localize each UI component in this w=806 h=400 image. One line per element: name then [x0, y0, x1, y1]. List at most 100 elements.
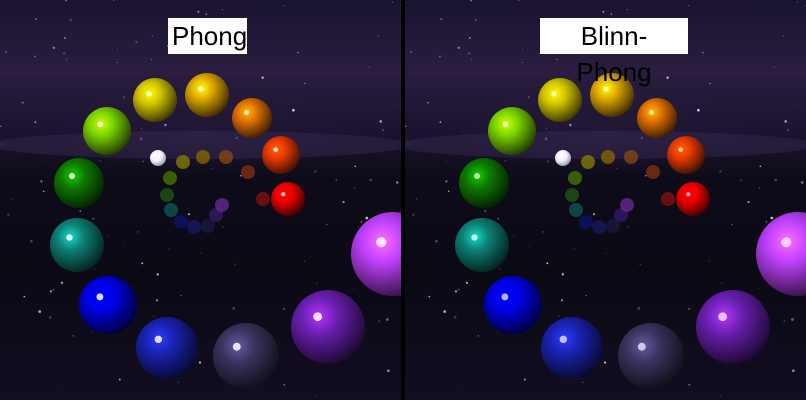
blue-sphere	[79, 276, 137, 334]
star	[139, 137, 143, 141]
star	[457, 288, 460, 291]
star	[66, 58, 68, 60]
star	[151, 58, 153, 61]
star	[546, 160, 550, 163]
star	[91, 331, 93, 333]
star	[477, 335, 480, 337]
green-sphere	[459, 158, 509, 208]
star	[426, 101, 429, 104]
star	[368, 66, 370, 68]
star	[164, 123, 167, 127]
white-light-sphere	[555, 150, 571, 166]
dark-blue-specular-highlight	[154, 335, 163, 344]
star	[198, 361, 202, 364]
star	[763, 227, 764, 228]
star	[800, 181, 804, 184]
star	[435, 239, 438, 243]
small-sphere	[569, 203, 583, 217]
star	[72, 335, 75, 337]
small-sphere	[241, 165, 255, 179]
star	[446, 161, 448, 163]
star	[585, 294, 587, 297]
star	[688, 4, 690, 6]
star	[7, 213, 10, 217]
star	[468, 52, 471, 55]
star	[350, 66, 351, 68]
small-sphere	[565, 188, 579, 202]
star	[153, 315, 155, 317]
star	[69, 18, 73, 22]
star	[561, 273, 564, 276]
star	[232, 307, 236, 310]
teal-sphere	[50, 218, 104, 272]
star	[123, 96, 125, 98]
star	[637, 307, 641, 310]
star	[799, 105, 800, 107]
star	[639, 263, 642, 266]
star	[63, 36, 66, 39]
star	[187, 213, 191, 216]
phong-scene	[0, 0, 401, 397]
star	[342, 200, 345, 204]
lime-sphere	[488, 107, 536, 155]
star	[627, 226, 629, 228]
star	[463, 131, 465, 133]
star	[141, 262, 144, 265]
star	[616, 168, 618, 170]
star	[405, 125, 407, 127]
star	[151, 35, 154, 38]
star	[283, 4, 285, 6]
star	[463, 388, 464, 390]
star	[65, 0, 67, 2]
star	[52, 46, 56, 50]
star	[758, 187, 761, 189]
star	[118, 378, 121, 381]
star	[60, 281, 63, 284]
star	[708, 260, 710, 262]
small-sphere	[256, 192, 270, 206]
star	[135, 40, 138, 43]
yellow-specular-highlight	[146, 91, 152, 97]
star	[542, 231, 544, 233]
star	[282, 307, 286, 310]
star	[687, 307, 691, 310]
small-sphere	[196, 150, 210, 164]
red-sphere	[271, 182, 305, 216]
star	[99, 159, 102, 162]
star	[558, 315, 560, 317]
lime-sphere	[83, 107, 131, 155]
star	[141, 160, 145, 163]
star	[168, 248, 170, 250]
star	[21, 101, 24, 104]
star	[200, 252, 202, 254]
star	[353, 288, 355, 290]
red-orange-sphere	[667, 136, 705, 174]
star	[498, 268, 500, 270]
star	[326, 223, 328, 226]
star	[156, 273, 159, 276]
star	[315, 396, 317, 397]
star	[497, 218, 499, 220]
star	[740, 179, 742, 182]
star	[79, 210, 81, 212]
star	[774, 178, 777, 182]
star	[645, 175, 647, 177]
star	[471, 58, 473, 60]
star	[702, 52, 704, 54]
star	[440, 18, 442, 20]
yellow-sphere	[538, 78, 582, 122]
star	[283, 383, 286, 386]
gold-sphere	[185, 73, 229, 117]
star	[369, 178, 372, 182]
small-sphere	[620, 198, 634, 212]
star	[569, 123, 572, 127]
star	[137, 231, 139, 233]
star	[235, 137, 238, 139]
small-sphere	[164, 203, 178, 217]
star	[292, 108, 295, 112]
star	[465, 281, 468, 284]
star	[358, 227, 359, 228]
lime-specular-highlight	[502, 121, 509, 128]
star	[720, 396, 722, 397]
star	[760, 137, 762, 139]
